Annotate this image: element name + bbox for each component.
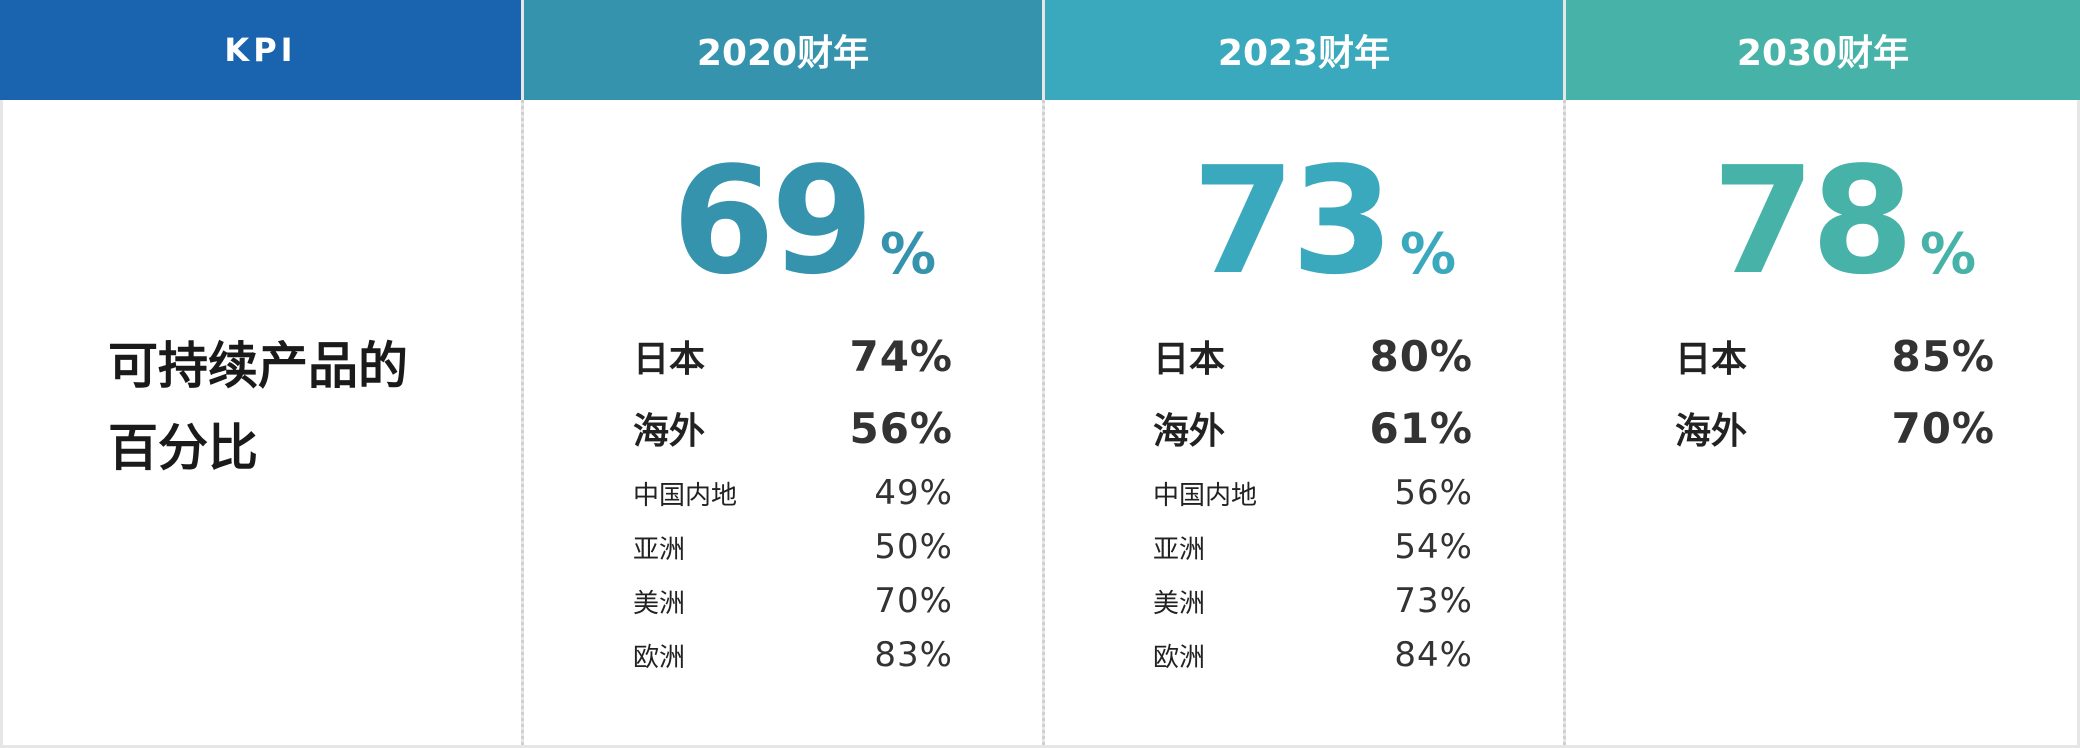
fy2023-cell: [1045, 100, 1563, 745]
percent-sign: %: [1919, 222, 1977, 287]
total-value: 73: [1192, 135, 1394, 307]
fy2020-total: 69 %: [672, 147, 937, 295]
row-value: 84%: [1394, 635, 1473, 675]
row-label: 欧洲: [1153, 643, 1206, 673]
row-region: 欧洲 84%: [1153, 635, 1473, 675]
kpi-title-line2: 百分比: [108, 419, 258, 477]
row-label: 美洲: [633, 589, 686, 619]
row-region: 亚洲 54%: [1153, 527, 1473, 567]
row-overseas: 海外 56%: [633, 402, 953, 454]
fy2030-total: 78 %: [1712, 147, 1977, 295]
row-value: 74%: [849, 332, 953, 381]
header-kpi: KPI: [0, 0, 521, 100]
kpi-cell: [3, 100, 521, 745]
fy2023-total: 73 %: [1192, 147, 1457, 295]
column-divider: [1563, 100, 1566, 745]
row-region: 欧洲 83%: [633, 635, 953, 675]
row-value: 70%: [874, 581, 953, 621]
row-label: 亚洲: [633, 535, 686, 565]
row-japan: 日本 80%: [1153, 330, 1473, 382]
row-region: 美洲 73%: [1153, 581, 1473, 621]
row-value: 49%: [874, 473, 953, 513]
row-value: 56%: [849, 404, 953, 453]
row-label: 中国内地: [1153, 481, 1258, 511]
row-value: 61%: [1369, 404, 1473, 453]
row-japan: 日本 85%: [1675, 330, 1995, 382]
row-value: 56%: [1394, 473, 1473, 513]
total-value: 78: [1712, 135, 1914, 307]
column-divider: [521, 100, 524, 745]
row-value: 70%: [1891, 404, 1995, 453]
header-fy2020: 2020财年: [524, 0, 1042, 100]
fy2020-cell: [524, 100, 1042, 745]
kpi-title-line1: 可持续产品的: [108, 337, 408, 395]
row-label: 亚洲: [1153, 535, 1206, 565]
row-label: 欧洲: [633, 643, 686, 673]
row-region: 美洲 70%: [633, 581, 953, 621]
column-divider: [1042, 100, 1045, 745]
kpi-title: 可持续产品的 百分比: [108, 325, 408, 489]
row-region: 中国内地 56%: [1153, 473, 1473, 513]
row-value: 80%: [1369, 332, 1473, 381]
header-fy2023: 2023财年: [1045, 0, 1563, 100]
row-value: 85%: [1891, 332, 1995, 381]
header-fy2030: 2030财年: [1566, 0, 2080, 100]
row-overseas: 海外 61%: [1153, 402, 1473, 454]
total-value: 69: [672, 135, 874, 307]
row-japan: 日本 74%: [633, 330, 953, 382]
row-region: 亚洲 50%: [633, 527, 953, 567]
row-label: 美洲: [1153, 589, 1206, 619]
row-label: 日本: [633, 339, 706, 380]
fy2030-cell: [1566, 100, 2077, 745]
row-value: 54%: [1394, 527, 1473, 567]
row-label: 海外: [1153, 411, 1226, 452]
percent-sign: %: [879, 222, 937, 287]
row-label: 海外: [1675, 411, 1748, 452]
row-label: 日本: [1153, 339, 1226, 380]
row-value: 73%: [1394, 581, 1473, 621]
row-value: 50%: [874, 527, 953, 567]
row-value: 83%: [874, 635, 953, 675]
row-label: 日本: [1675, 339, 1748, 380]
row-label: 中国内地: [633, 481, 738, 511]
row-overseas: 海外 70%: [1675, 402, 1995, 454]
percent-sign: %: [1399, 222, 1457, 287]
row-label: 海外: [633, 411, 706, 452]
row-region: 中国内地 49%: [633, 473, 953, 513]
